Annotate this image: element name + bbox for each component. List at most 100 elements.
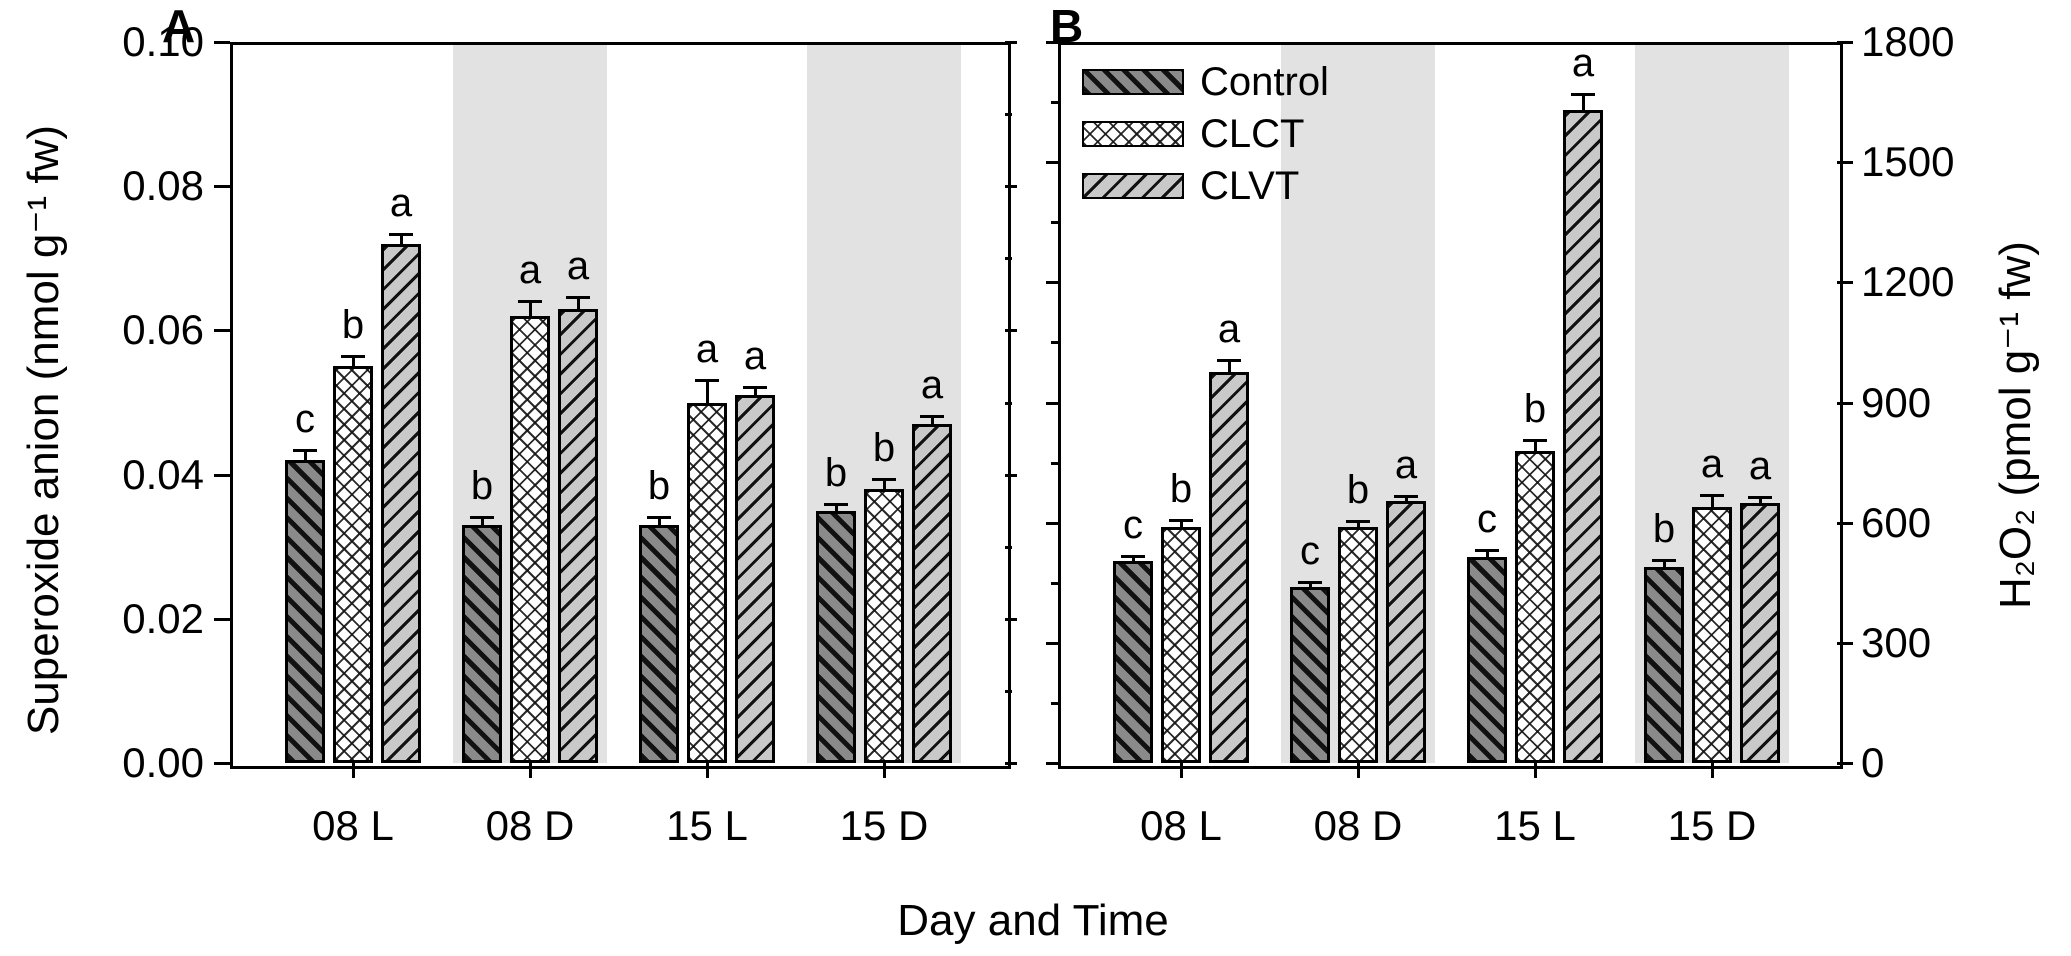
- panel-b-ytick-label-6: 1800: [1861, 18, 1955, 65]
- panel-a-ytick-1: [214, 618, 230, 621]
- panel-a-xcat-15-l: 15 L: [666, 802, 748, 849]
- panel-a-bar-clvt-15-d-sig-letter: a: [920, 363, 944, 407]
- panel-b-ytick-label-1: 300: [1861, 619, 1932, 666]
- panel-a-bar-control-08-l-sig-letter: c: [295, 397, 315, 441]
- panel-a-ytick-label-1: 0.02: [122, 595, 204, 642]
- panel-a-bar-clvt-08-d: [558, 309, 598, 763]
- panel-b-bar-clvt-15-d: [1740, 503, 1780, 763]
- panel-a-xtick-15-l: [706, 763, 709, 778]
- panel-a-inner-tick-10: [1005, 41, 1017, 44]
- panel-a-bar-control-08-l-error-cap: [293, 449, 317, 452]
- panel-b-inner-tick-8: [1046, 281, 1058, 284]
- panel-b-bar-clvt-15-d-error-line: [1759, 498, 1762, 503]
- panel-a-ytick-4: [214, 185, 230, 188]
- panel-b-inner-tick-0: [1046, 762, 1058, 765]
- panel-a-bar-control-15-l-error-cap: [647, 516, 671, 519]
- panel-b-bar-clct-08-l-sig-letter: b: [1169, 467, 1193, 511]
- panel-a-xtick-08-l: [352, 763, 355, 778]
- panel-a-inner-tick-0: [1005, 762, 1017, 765]
- panel-b-xtick-15-l: [1534, 763, 1537, 778]
- panel-b-bar-control-15-d-error-line: [1663, 561, 1666, 567]
- panel-a-bar-clct-08-d-sig-letter: a: [518, 248, 542, 292]
- panel-b-ytick-label-4: 1200: [1861, 258, 1955, 305]
- panel-a-inner-tick-6: [1005, 329, 1017, 332]
- panel-a-xtick-08-d: [529, 763, 532, 778]
- panel-b-bar-clvt-15-l: [1563, 110, 1603, 763]
- panel-b-bar-control-15-d-error-cap: [1652, 559, 1676, 562]
- panel-a-bar-clct-08-d-error-line: [529, 302, 532, 316]
- panel-a-bar-control-15-d-error-line: [835, 505, 838, 511]
- panel-a-bar-control-08-d-error-cap: [470, 516, 494, 519]
- panel-a-ytick-5: [214, 41, 230, 44]
- panel-b-bar-clvt-08-l-error-cap: [1217, 359, 1241, 362]
- panel-a-ytick-label-3: 0.06: [122, 306, 204, 353]
- panel-a-bar-control-08-l-error-line: [304, 451, 307, 460]
- panel-b-bar-control-15-d: [1644, 567, 1684, 763]
- panel-b-bar-clvt-08-l-error-line: [1228, 361, 1231, 372]
- panel-b-bar-clct-08-d-error-cap: [1346, 520, 1370, 523]
- panel-b-bar-clvt-08-l: [1209, 372, 1249, 763]
- panel-b-inner-tick-6: [1046, 402, 1058, 405]
- panel-b-xtick-08-d: [1357, 763, 1360, 778]
- panel-a-bar-clvt-08-d-sig-letter: a: [566, 244, 590, 288]
- legend-swatch-control: [1082, 69, 1184, 95]
- panel-b-bar-control-08-d-sig-letter: c: [1300, 529, 1320, 573]
- panel-a-bar-clvt-15-l-sig-letter: a: [743, 334, 767, 378]
- panel-b-bar-clct-15-l: [1515, 451, 1555, 763]
- panel-a-bar-clvt-15-d-error-line: [931, 417, 934, 424]
- panel-a-bar-clvt-08-d-error-line: [577, 298, 580, 309]
- panel-b-inner-tick-5: [1051, 462, 1058, 465]
- panel-a-ytick-label-0: 0.00: [122, 739, 204, 786]
- panel-b-bar-clvt-08-d-error-cap: [1394, 495, 1418, 498]
- panel-a-xtick-15-d: [883, 763, 886, 778]
- panel-a-ytick-3: [214, 329, 230, 332]
- panel-a-bar-clvt-08-l: [381, 244, 421, 763]
- panel-a-bar-clvt-15-d-error-cap: [920, 415, 944, 418]
- legend-label-control: Control: [1200, 60, 1329, 104]
- panel-a-bar-clvt-08-l-error-cap: [389, 233, 413, 236]
- panel-b-inner-tick-2: [1046, 642, 1058, 645]
- panel-a-inner-tick-1: [1005, 690, 1012, 693]
- panel-a-inner-tick-7: [1005, 257, 1012, 260]
- panel-b-ytick-4: [1837, 281, 1853, 284]
- panel-b-xtick-15-d: [1711, 763, 1714, 778]
- panel-b-bar-clvt-15-d-error-cap: [1748, 496, 1772, 499]
- panel-a-xcat-08-d: 08 D: [485, 802, 575, 849]
- panel-b-xcat-15-l: 15 L: [1494, 802, 1576, 849]
- legend-label-clvt: CLVT: [1200, 164, 1300, 208]
- panel-b-bar-control-08-l: [1113, 561, 1153, 763]
- panel-a-bar-clvt-15-l-error-cap: [743, 386, 767, 389]
- panel-b-bar-clct-15-d: [1692, 507, 1732, 763]
- panel-b-bar-clct-08-l-error-cap: [1169, 519, 1193, 522]
- panel-b-bar-control-15-l-sig-letter: c: [1477, 497, 1497, 541]
- panel-b-letter: B: [1050, 0, 1084, 52]
- panel-b-inner-tick-10: [1046, 161, 1058, 164]
- panel-b-bar-clct-15-l-error-cap: [1523, 439, 1547, 442]
- panel-a-bar-control-08-d-error-line: [481, 518, 484, 525]
- panel-a-bar-clct-15-d: [864, 489, 904, 763]
- panel-a-inner-tick-3: [1005, 546, 1012, 549]
- panel-b-ytick-label-2: 600: [1861, 499, 1932, 546]
- panel-b-ytick-label-5: 1500: [1861, 138, 1955, 185]
- panel-b-inner-tick-9: [1051, 221, 1058, 224]
- panel-a-bar-clct-08-l-error-cap: [341, 355, 365, 358]
- panel-a-bar-clct-08-d: [510, 316, 550, 763]
- legend-swatch-clvt: [1082, 173, 1184, 199]
- panel-b-bar-control-15-l: [1467, 557, 1507, 763]
- panel-a-bar-clvt-08-l-sig-letter: a: [389, 181, 413, 225]
- panel-a-bar-control-15-l-error-line: [658, 518, 661, 525]
- panel-b-bar-control-15-d-sig-letter: b: [1652, 507, 1676, 551]
- panel-b-inner-tick-7: [1051, 341, 1058, 344]
- panel-a-inner-tick-2: [1005, 618, 1017, 621]
- panel-a-ytick-label-5: 0.10: [122, 18, 204, 65]
- panel-b-xcat-15-d: 15 D: [1667, 802, 1757, 849]
- panel-b-bar-control-15-l-error-cap: [1475, 549, 1499, 552]
- panel-a-bar-clct-15-l-error-line: [706, 381, 709, 403]
- panel-b-bar-clvt-15-l-error-line: [1582, 95, 1585, 110]
- panel-b-bar-clct-08-d-error-line: [1357, 522, 1360, 527]
- panel-b-bar-clct-08-d: [1338, 527, 1378, 763]
- y-axis-label-superoxide: Superoxide anion (nmol g⁻¹ fw): [19, 124, 68, 736]
- panel-b-bar-clct-08-l: [1161, 527, 1201, 763]
- panel-b-ytick-1: [1837, 642, 1853, 645]
- panel-b-bar-clvt-15-d-sig-letter: a: [1748, 444, 1772, 488]
